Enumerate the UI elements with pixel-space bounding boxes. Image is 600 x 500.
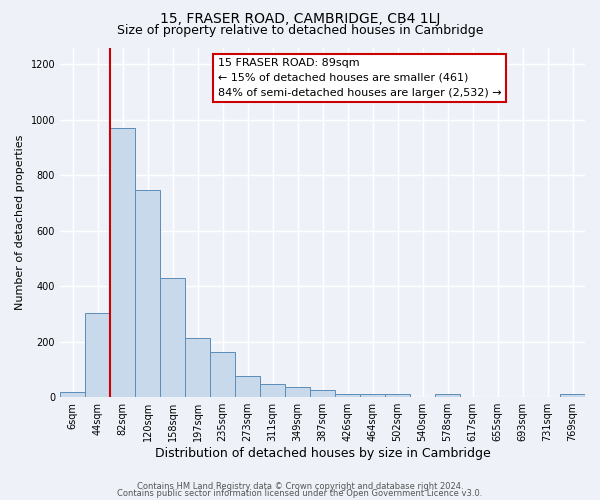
Text: 15 FRASER ROAD: 89sqm
← 15% of detached houses are smaller (461)
84% of semi-det: 15 FRASER ROAD: 89sqm ← 15% of detached … — [218, 58, 501, 98]
Bar — [60, 392, 85, 397]
Bar — [335, 394, 360, 397]
Bar — [285, 388, 310, 397]
Bar — [260, 384, 285, 397]
Bar — [210, 352, 235, 397]
Bar — [85, 312, 110, 397]
Bar — [435, 394, 460, 397]
Bar — [310, 390, 335, 397]
Text: Size of property relative to detached houses in Cambridge: Size of property relative to detached ho… — [117, 24, 483, 37]
Bar — [235, 376, 260, 397]
Text: 15, FRASER ROAD, CAMBRIDGE, CB4 1LJ: 15, FRASER ROAD, CAMBRIDGE, CB4 1LJ — [160, 12, 440, 26]
Bar — [385, 394, 410, 397]
Bar — [110, 128, 135, 397]
Bar — [560, 394, 585, 397]
Bar — [160, 278, 185, 397]
Text: Contains public sector information licensed under the Open Government Licence v3: Contains public sector information licen… — [118, 490, 482, 498]
Text: Contains HM Land Registry data © Crown copyright and database right 2024.: Contains HM Land Registry data © Crown c… — [137, 482, 463, 491]
Bar — [185, 338, 210, 397]
Bar — [135, 190, 160, 397]
X-axis label: Distribution of detached houses by size in Cambridge: Distribution of detached houses by size … — [155, 447, 490, 460]
Bar — [360, 394, 385, 397]
Y-axis label: Number of detached properties: Number of detached properties — [15, 134, 25, 310]
